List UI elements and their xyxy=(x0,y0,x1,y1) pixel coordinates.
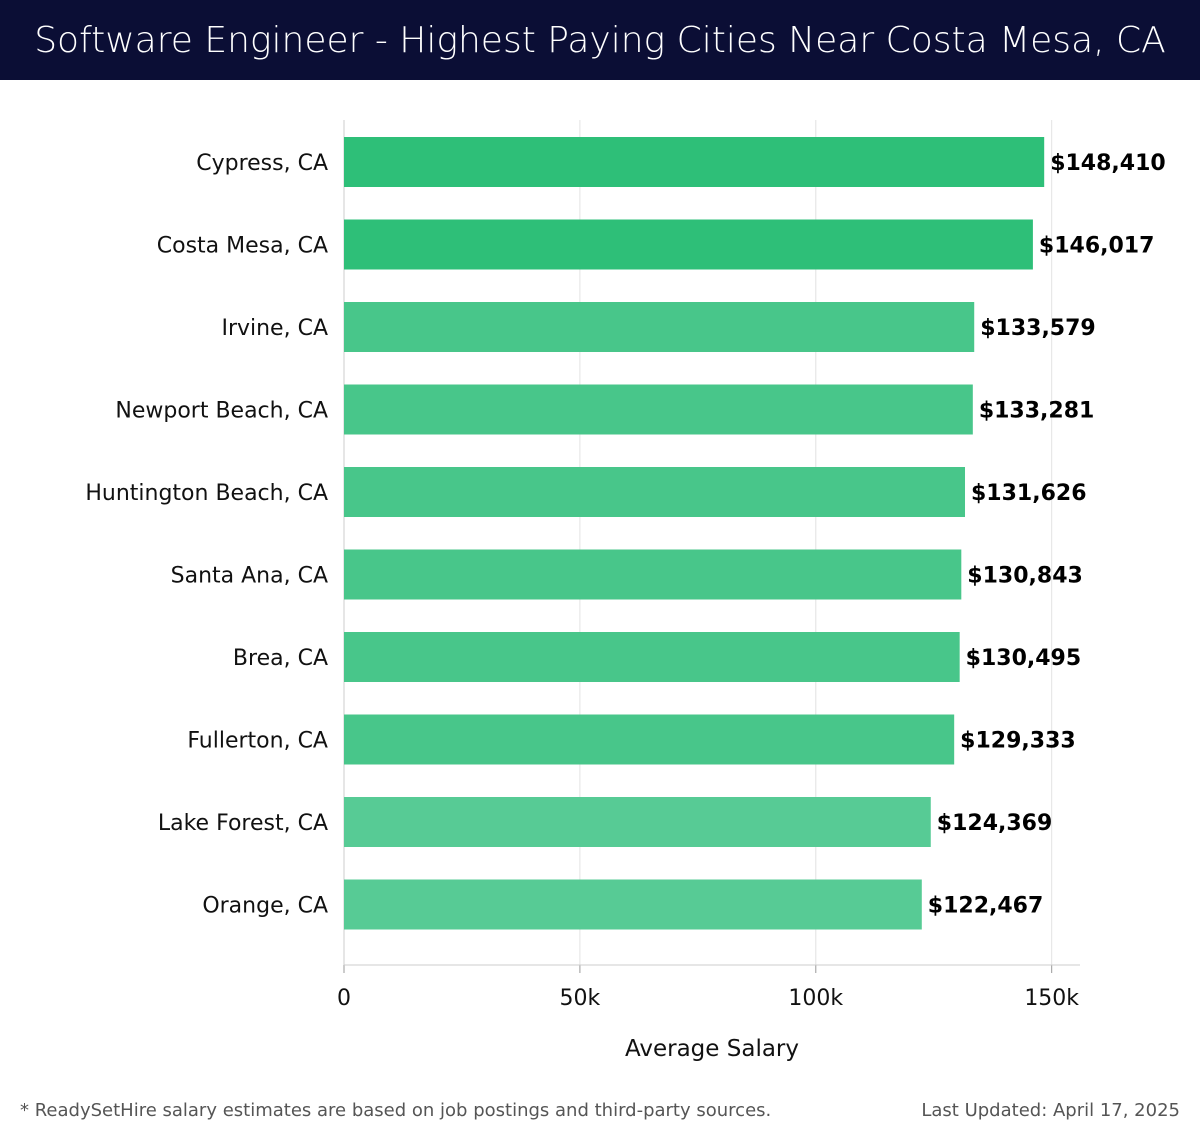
category-labels: Cypress, CA Costa Mesa, CA Irvine, CA Newpo… xyxy=(85,151,328,919)
value-label-1: $146,017 xyxy=(1039,234,1155,259)
category-label-4: Huntington Beach, CA xyxy=(85,481,328,506)
chart-header: Software Engineer - Highest Paying Citie… xyxy=(0,0,1200,80)
value-label-6: $130,495 xyxy=(966,646,1082,671)
x-tick-label-0: 0 xyxy=(337,986,351,1011)
bar-8 xyxy=(344,797,931,847)
category-label-6: Brea, CA xyxy=(233,646,328,671)
bar-0 xyxy=(344,137,1045,187)
last-updated: Last Updated: April 17, 2025 xyxy=(921,1100,1180,1121)
bars xyxy=(344,137,1045,930)
bar-9 xyxy=(344,879,922,930)
value-labels: $148,410 $146,017 $133,579 $133,281 $131,626… xyxy=(928,151,1166,919)
category-label-3: Newport Beach, CA xyxy=(115,399,328,424)
value-label-2: $133,579 xyxy=(980,316,1096,341)
category-label-5: Santa Ana, CA xyxy=(171,564,328,589)
chart-title: Software Engineer - Highest Paying Citie… xyxy=(34,19,1166,61)
bar-5 xyxy=(344,549,962,600)
value-label-8: $124,369 xyxy=(937,811,1053,836)
category-label-7: Fullerton, CA xyxy=(187,729,328,754)
value-label-9: $122,467 xyxy=(928,894,1044,919)
bar-3 xyxy=(344,384,973,435)
category-label-1: Costa Mesa, CA xyxy=(157,234,328,259)
category-label-9: Orange, CA xyxy=(202,894,328,919)
x-axis-title: Average Salary xyxy=(625,1036,799,1062)
bar-1 xyxy=(344,219,1033,270)
value-label-7: $129,333 xyxy=(960,729,1076,754)
value-label-4: $131,626 xyxy=(971,481,1087,506)
bar-6 xyxy=(344,632,960,682)
value-label-5: $130,843 xyxy=(967,564,1083,589)
value-label-0: $148,410 xyxy=(1050,151,1166,176)
salary-bar-chart: Cypress, CA Costa Mesa, CA Irvine, CA Newpo… xyxy=(85,120,1166,1062)
x-tick-label-1: 50k xyxy=(560,986,601,1011)
x-axis: 0 50k 100k 150k xyxy=(337,964,1080,1011)
category-label-8: Lake Forest, CA xyxy=(158,811,328,836)
bar-4 xyxy=(344,467,966,517)
bar-2 xyxy=(344,302,975,352)
category-label-0: Cypress, CA xyxy=(196,151,328,176)
x-tick-label-3: 150k xyxy=(1024,986,1079,1011)
value-label-3: $133,281 xyxy=(979,399,1095,424)
footer-note: * ReadySetHire salary estimates are base… xyxy=(20,1100,772,1121)
category-label-2: Irvine, CA xyxy=(221,316,328,341)
x-tick-label-2: 100k xyxy=(788,986,843,1011)
bar-7 xyxy=(344,714,955,765)
